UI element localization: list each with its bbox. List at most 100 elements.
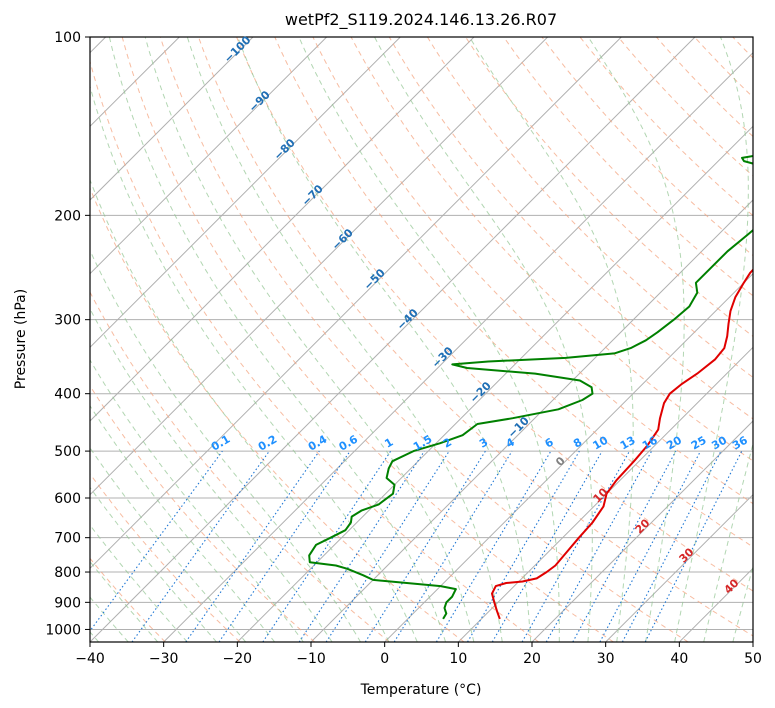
y-tick-label: 200 [54, 208, 81, 224]
y-tick-label: 1000 [45, 622, 81, 638]
y-tick-label: 600 [54, 491, 81, 507]
y-tick-label: 300 [54, 313, 81, 329]
isotherm-line [163, 51, 753, 642]
profile-series [308, 155, 753, 620]
mixing-ratio-label: 0.4 [306, 432, 330, 453]
moist-adiabat-line [298, 37, 560, 642]
dry-adiabat-label: −90 [246, 88, 273, 115]
mixing-ratio-line [572, 450, 677, 642]
mixing-ratio-label: 36 [730, 433, 750, 452]
mixing-ratio-label: 8 [571, 436, 584, 451]
mixing-ratio-line [364, 450, 486, 642]
moist-adiabat-line [374, 37, 593, 642]
dry-adiabat-label: −20 [467, 379, 494, 406]
isotherm-line [90, 37, 401, 349]
y-tick-label: 800 [54, 565, 81, 581]
dry-adiabat-line [90, 59, 540, 642]
moist-adiabat-line [90, 84, 418, 642]
moist-adiabat-line [186, 37, 503, 642]
mixing-ratio-label: 13 [618, 434, 638, 453]
mixing-ratio-label: 0.2 [256, 433, 279, 454]
dry-adiabat-line [90, 557, 166, 642]
dry-adiabat-line [90, 472, 241, 642]
x-tick-label: 10 [449, 651, 467, 667]
moist-adiabat-line [90, 358, 304, 642]
mixing-ratio-label: 1 [382, 436, 395, 451]
dry-adiabat-line [465, 37, 753, 338]
plot-frame [89, 36, 754, 643]
y-tick-label: 500 [54, 444, 81, 460]
x-tick-label: −10 [296, 651, 326, 667]
dry-adiabat-line [90, 384, 316, 642]
temperature-profile-line [491, 268, 753, 620]
mixing-ratio-line [545, 450, 653, 642]
moist-adiabat-line [732, 564, 753, 642]
x-tick-label: −30 [149, 651, 179, 667]
dry-adiabat-line [771, 37, 775, 642]
dry-adiabat-label: −50 [361, 266, 388, 293]
mixing-ratio-line [521, 450, 630, 642]
moist-adiabat-label: 40 [722, 576, 742, 596]
y-axis: 100 200 300 400 500 600 700 800 900 1000 [45, 30, 90, 638]
mixing-ratio-label: 20 [664, 433, 684, 452]
dry-adiabat-line [159, 37, 689, 642]
dry-adiabat-line [388, 37, 753, 420]
moist-adiabat-line [108, 37, 446, 642]
mixing-ratio-line [185, 450, 320, 642]
y-tick-label: 100 [54, 30, 81, 46]
dry-adiabat-line [503, 37, 753, 297]
dry-adiabat-line [732, 37, 753, 59]
moist-adiabat-line [144, 37, 475, 642]
moist-adiabat-line [90, 596, 129, 642]
y-tick-label: 400 [54, 387, 81, 403]
y-axis-label: Pressure (hPa) [13, 289, 29, 389]
moist-adiabat-label: 30 [677, 545, 697, 565]
moist-adiabat-line [90, 447, 247, 642]
mixing-ratio-label: 25 [689, 434, 709, 453]
isotherm-line [310, 199, 753, 642]
dry-adiabat-line [90, 186, 465, 642]
isotherm-line [90, 37, 622, 570]
mixing-ratio-line [218, 450, 351, 642]
mixing-ratio-line [393, 450, 513, 642]
x-tick-label: 50 [744, 651, 762, 667]
axes-border [89, 36, 754, 643]
isotherm-line [605, 493, 753, 642]
mixing-ratio-line [644, 450, 743, 642]
dry-adiabat-line [121, 37, 614, 642]
dry-adiabat-line [236, 37, 753, 592]
moist-adiabat-line [90, 178, 390, 642]
line-labels: 0.1 0.2 0.4 0.6 1 1.5 2 3 4 6 8 10 13 16 20 25 30 36−100−… [209, 33, 750, 596]
mixing-ratio-label: 0.6 [337, 432, 361, 453]
isotherm-line [90, 37, 328, 275]
dewpoint-profile-line [308, 155, 753, 620]
isotherm-line [90, 37, 549, 496]
x-tick-label: 0 [380, 651, 389, 667]
isotherm-line [90, 37, 475, 422]
moist-adiabat-line [90, 524, 188, 642]
dry-adiabat-label: −60 [329, 226, 356, 253]
dry-adiabat-line [656, 37, 753, 138]
dry-adiabat-line [198, 37, 753, 637]
y-tick-label: 700 [54, 531, 81, 547]
dry-adiabat-label: −80 [271, 136, 298, 163]
dry-adiabat-label: −100 [222, 33, 254, 65]
chart-title: wetPf2_S119.2024.146.13.26.R07 [285, 10, 557, 30]
mixing-ratio-label: 30 [709, 433, 729, 452]
dry-adiabat-line [350, 37, 753, 462]
x-tick-label: 40 [670, 651, 688, 667]
isotherm-line [752, 641, 753, 642]
moist-adiabat-line [469, 37, 634, 642]
moist-adiabat-line [90, 404, 275, 642]
moist-adiabat-line [90, 486, 217, 642]
x-axis-label: Temperature (°C) [360, 682, 482, 698]
dry-adiabat-label: −30 [429, 344, 456, 371]
moist-adiabat-line [0, 37, 69, 642]
moist-adiabat-line [90, 249, 362, 642]
mixing-ratio-label: 0.1 [209, 433, 232, 454]
moist-adiabat-line [90, 560, 159, 642]
mixing-ratio-line [435, 450, 552, 642]
y-tick-label: 900 [54, 595, 81, 611]
plot-area [0, 37, 775, 642]
